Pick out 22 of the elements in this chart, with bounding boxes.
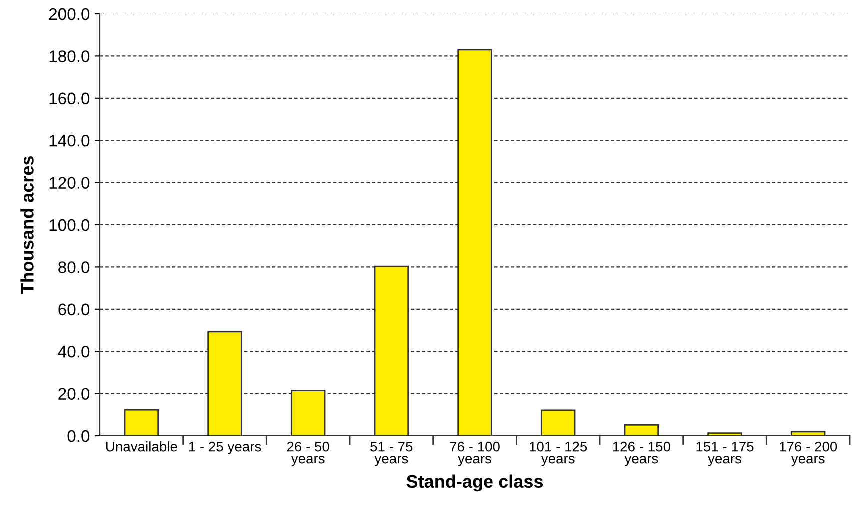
x-tick-label: 76 - 100 years bbox=[450, 442, 500, 466]
y-tick-label: 200.0 bbox=[49, 8, 90, 20]
x-tick-label: 176 - 200 years bbox=[780, 442, 838, 466]
y-tick-label: 120.0 bbox=[50, 177, 90, 190]
y-tick-label: 20.0 bbox=[58, 388, 90, 400]
x-tick-label: 126 - 150 years bbox=[613, 442, 670, 466]
y-tick-label: 40.0 bbox=[58, 346, 90, 358]
y-tick-label: 140.0 bbox=[50, 135, 90, 147]
x-tick-label: 151 - 175 years bbox=[696, 442, 754, 466]
y-tick-label: 100.0 bbox=[50, 219, 90, 232]
x-tick-label: 101 - 125 years bbox=[530, 442, 588, 466]
x-tick-label: 51 - 75 years bbox=[370, 442, 413, 466]
y-tick-label: 80.0 bbox=[58, 262, 90, 274]
y-tick-label: 0.0 bbox=[68, 430, 90, 442]
x-axis-title: Stand-age class bbox=[406, 474, 544, 492]
y-tick-label: 60.0 bbox=[58, 304, 90, 316]
y-tick-label: 180.0 bbox=[50, 50, 90, 62]
x-tick-label: 1 - 25 years bbox=[189, 442, 262, 455]
x-tick-label: Unavailable bbox=[106, 442, 178, 452]
y-tick-label: 160.0 bbox=[50, 92, 90, 105]
x-tick-label: 26 - 50 years bbox=[287, 442, 330, 466]
y-axis-title: Thousand acres bbox=[20, 156, 34, 294]
